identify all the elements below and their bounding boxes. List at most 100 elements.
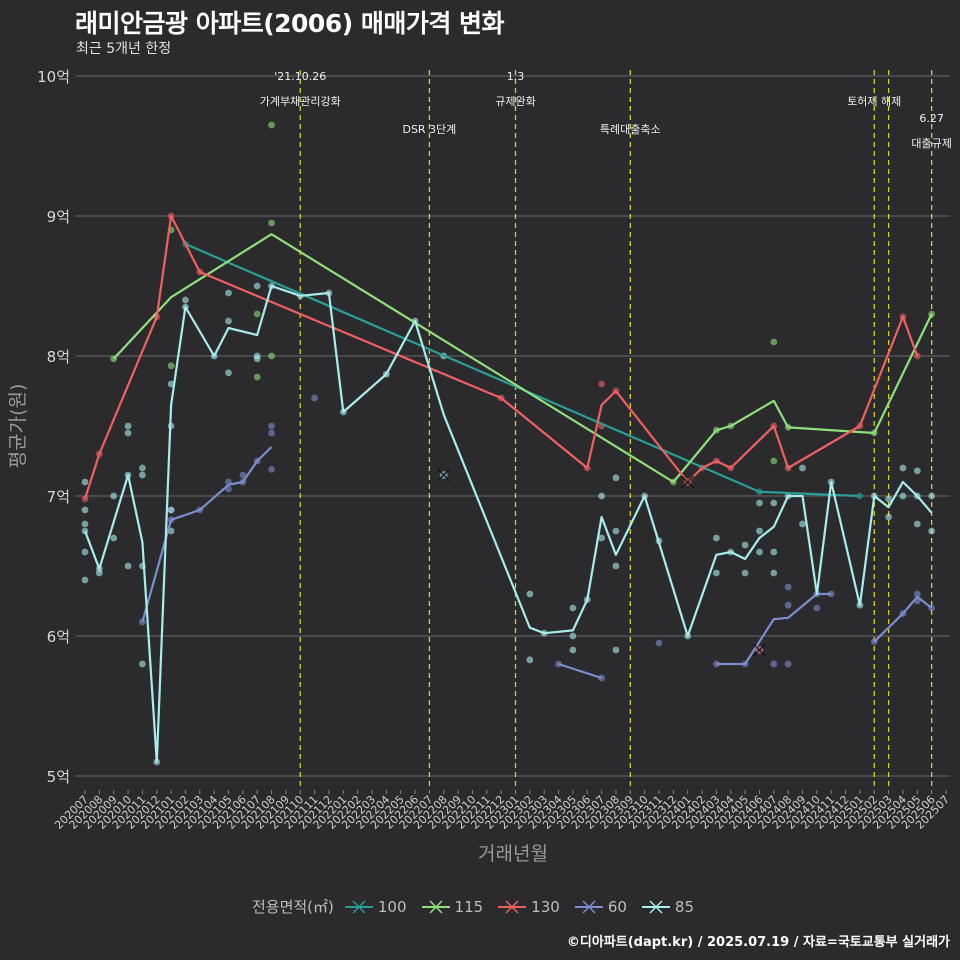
series-line-60: [873, 595, 933, 643]
data-point: [253, 282, 261, 290]
data-point: [81, 506, 89, 514]
cancelled-marker-cross: [753, 643, 766, 657]
legend-label: 130: [531, 897, 560, 916]
event-label: '21.10.26: [274, 70, 326, 83]
legend-key-icon: [641, 899, 670, 914]
cancelled-marker-cross: [437, 468, 451, 482]
y-tick-label: 7억: [47, 488, 70, 506]
data-point: [741, 541, 749, 549]
data-point: [526, 656, 534, 664]
data-point: [612, 562, 620, 570]
data-point: [253, 355, 261, 363]
data-point: [225, 289, 232, 297]
data-point: [598, 380, 605, 388]
legend-key-icon: [344, 899, 373, 914]
event-label: 1.3: [507, 70, 525, 83]
legend-item-85: 85: [641, 898, 694, 916]
data-point: [569, 604, 577, 612]
data-point: [612, 474, 620, 482]
legend-key-icon: [498, 899, 527, 914]
data-point: [741, 569, 749, 577]
data-point: [253, 373, 261, 381]
data-point: [770, 660, 778, 668]
data-point: [110, 534, 118, 542]
data-point: [569, 632, 577, 640]
chart-title: 래미안금광 아파트(2006) 매매가격 변화: [75, 9, 505, 38]
data-point: [569, 646, 577, 654]
data-point: [899, 464, 907, 472]
data-point: [311, 394, 318, 402]
series-line-130: [83, 214, 919, 500]
data-point: [598, 534, 605, 542]
series-line-60: [558, 662, 602, 680]
data-point: [268, 422, 275, 430]
cancelled-marker: [681, 475, 695, 489]
legend-item-130: 130: [497, 898, 560, 916]
data-point: [124, 422, 132, 430]
event-label: 6.27: [919, 112, 944, 125]
legend-label: 60: [607, 897, 627, 916]
data-point: [885, 495, 892, 503]
y-tick-label: 8억: [47, 348, 70, 366]
data-point: [268, 219, 275, 227]
data-point: [225, 369, 232, 377]
event-label: 특례대출축소: [600, 123, 661, 136]
data-point: [95, 569, 103, 577]
data-point: [899, 492, 907, 500]
legend-label: 100: [377, 897, 407, 916]
data-point: [268, 429, 275, 437]
data-point: [182, 296, 189, 304]
series-line-100: [184, 242, 860, 498]
data-point: [81, 548, 89, 556]
legend-label: 115: [454, 897, 484, 916]
data-point: [110, 492, 118, 500]
data-point: [770, 338, 778, 346]
data-point: [784, 583, 792, 591]
data-point: [885, 513, 892, 521]
data-point: [139, 471, 146, 479]
data-point: [124, 562, 132, 570]
data-point: [784, 660, 792, 668]
data-point: [928, 527, 936, 535]
legend-title: 전용면적(㎡): [251, 898, 334, 916]
event-label: 가계부채관리강화: [260, 95, 341, 108]
data-point: [139, 660, 146, 668]
data-point: [139, 464, 146, 472]
data-point: [913, 520, 921, 528]
y-tick-label: 5억: [47, 768, 70, 786]
legend-item-60: 60: [574, 898, 627, 916]
data-point: [268, 352, 275, 360]
data-point: [770, 569, 778, 577]
event-label: 대출규제: [911, 137, 951, 150]
series-line-115: [112, 233, 933, 484]
data-point: [598, 492, 605, 500]
y-tick-label: 6억: [47, 628, 70, 646]
event-label: 규제완화: [495, 95, 535, 108]
data-point: [770, 548, 778, 556]
data-point: [756, 499, 763, 507]
data-point: [268, 121, 275, 129]
series-line-60: [716, 592, 832, 666]
data-point: [81, 520, 89, 528]
data-point: [225, 317, 232, 325]
data-point: [756, 548, 763, 556]
data-point: [81, 478, 89, 486]
data-point: [268, 466, 275, 473]
data-point: [713, 569, 720, 577]
data-point: [756, 527, 763, 535]
data-point: [713, 534, 720, 542]
y-tick-label: 10억: [37, 68, 70, 86]
legend: 전용면적(㎡) 100 115 130 60 85: [0, 896, 960, 917]
series-line-60: [141, 446, 273, 623]
legend-label: 85: [674, 897, 694, 916]
data-point: [770, 499, 778, 507]
chart-subtitle: 최근 5개년 한정: [76, 41, 172, 57]
event-label: DSR 3단계: [402, 123, 456, 136]
cancelled-marker: [753, 643, 766, 657]
data-point: [124, 429, 132, 437]
data-point: [239, 471, 247, 479]
legend-key-icon: [574, 899, 603, 914]
data-point: [167, 380, 175, 388]
data-point: [655, 639, 663, 647]
